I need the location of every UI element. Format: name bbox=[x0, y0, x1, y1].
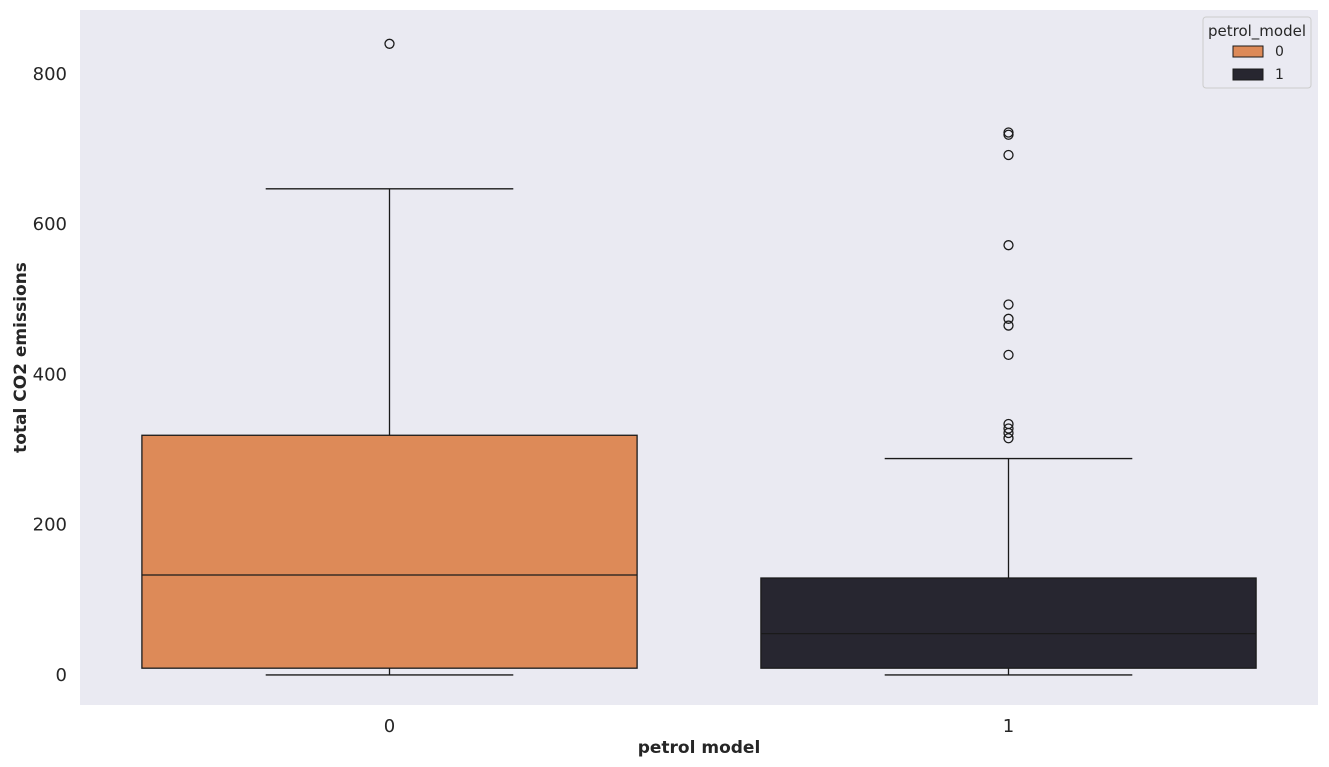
outlier-point bbox=[1003, 313, 1014, 324]
box-group-1 bbox=[760, 127, 1257, 676]
x-tick-label: 1 bbox=[1003, 716, 1014, 737]
x-tick-label: 0 bbox=[384, 716, 395, 737]
y-axis-label: total CO2 emissions bbox=[11, 262, 31, 453]
y-tick-label: 400 bbox=[33, 364, 67, 385]
box-group-0 bbox=[141, 38, 638, 676]
y-axis-ticks: 0 200 400 600 800 bbox=[33, 64, 67, 686]
y-tick-label: 600 bbox=[33, 214, 67, 235]
x-axis-label: petrol model bbox=[638, 738, 761, 758]
legend: petrol_model 0 1 bbox=[1202, 16, 1312, 89]
outlier-point bbox=[1003, 149, 1014, 161]
outlier-point bbox=[1003, 423, 1014, 434]
outlier-point bbox=[1003, 433, 1014, 444]
legend-title: petrol_model bbox=[1208, 22, 1306, 41]
y-tick-label: 0 bbox=[56, 665, 67, 686]
outlier-point bbox=[1003, 349, 1014, 361]
box-iqr bbox=[141, 434, 638, 669]
outlier-point bbox=[1003, 320, 1014, 331]
y-tick-label: 800 bbox=[33, 64, 67, 85]
y-tick-label: 200 bbox=[33, 515, 67, 536]
outlier-point bbox=[384, 38, 395, 49]
box-series bbox=[141, 38, 1257, 676]
legend-label-1: 1 bbox=[1275, 67, 1284, 83]
box-iqr bbox=[760, 577, 1257, 669]
outlier-point bbox=[1003, 129, 1014, 140]
legend-label-0: 0 bbox=[1275, 44, 1284, 60]
outlier-point bbox=[1003, 240, 1014, 251]
legend-swatch-1 bbox=[1232, 68, 1264, 81]
outlier-point bbox=[1003, 299, 1014, 310]
legend-swatch-0 bbox=[1232, 45, 1264, 58]
outlier-point bbox=[1003, 427, 1014, 439]
